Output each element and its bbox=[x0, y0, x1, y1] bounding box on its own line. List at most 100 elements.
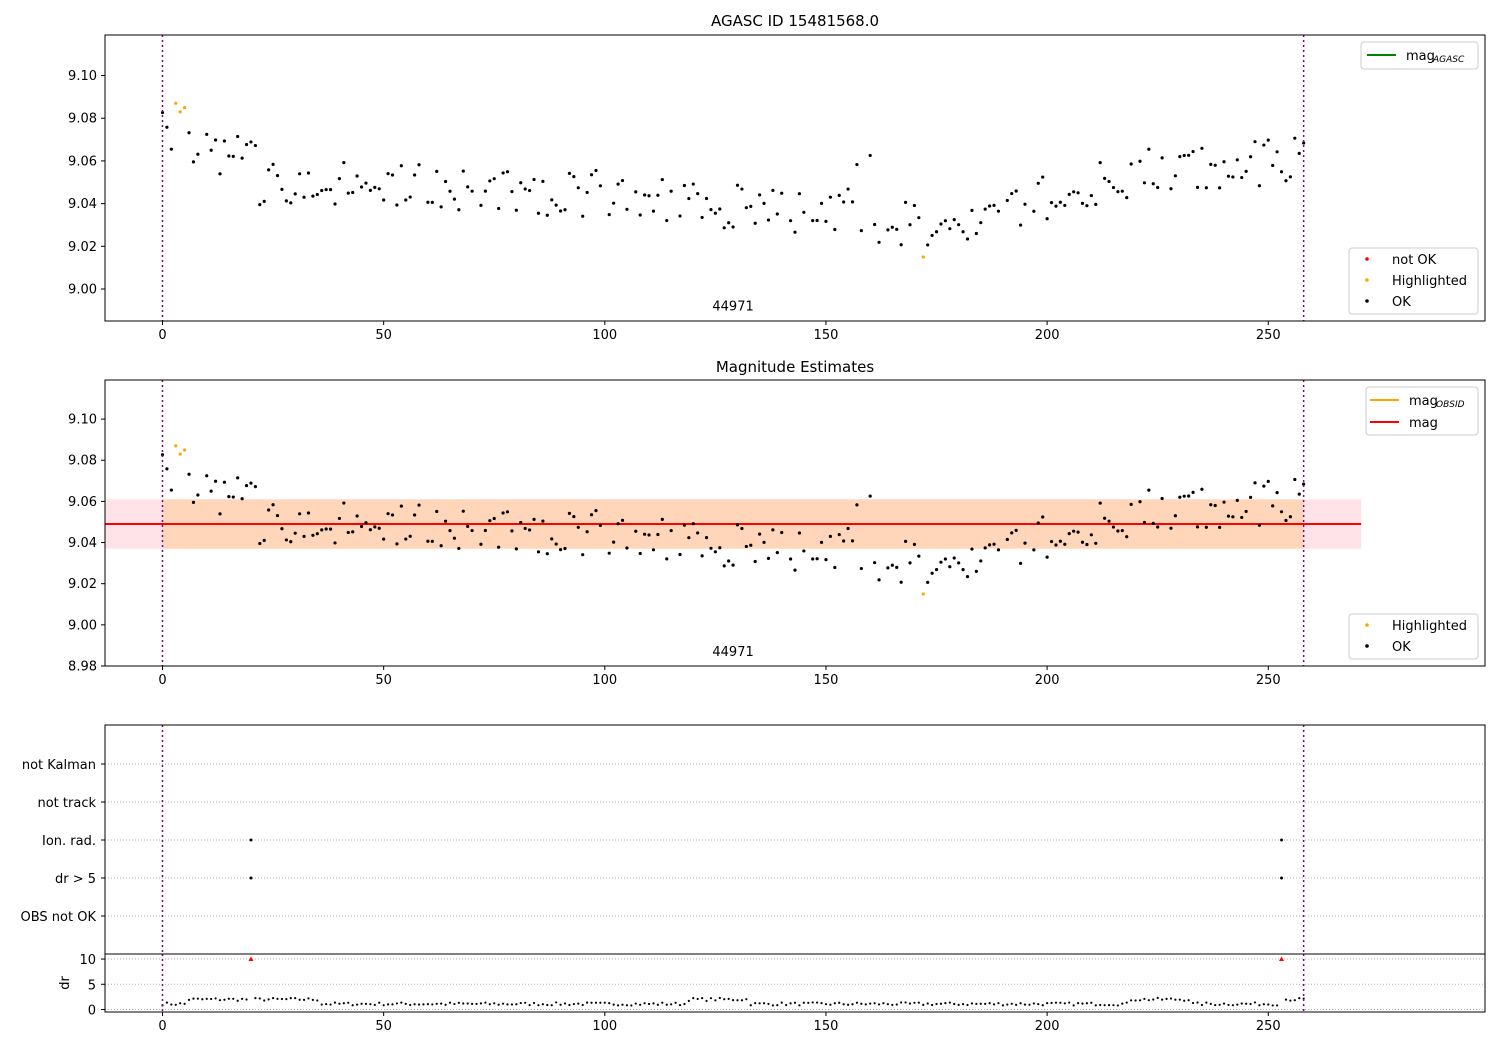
panel-1-legend-bottom bbox=[1348, 247, 1479, 315]
chart-3-xtick-label: 150 bbox=[814, 1019, 839, 1034]
panel-1-ok-point bbox=[222, 139, 227, 143]
panel-1-ok-point bbox=[404, 198, 408, 202]
panel-2-ok-point bbox=[227, 495, 231, 499]
panel-4-outlier-marker bbox=[1279, 956, 1285, 962]
panel-1-ok-point bbox=[315, 192, 319, 197]
panel-1-ok-point bbox=[346, 191, 350, 195]
panel-4-dr-point bbox=[966, 1003, 969, 1007]
panel-4-dr-point bbox=[1271, 1004, 1274, 1007]
panel-4-dr-point bbox=[1130, 999, 1133, 1002]
panel-4-dr-point bbox=[1187, 999, 1190, 1002]
panel-1-legend-mag-sub: AGASC bbox=[1432, 55, 1465, 65]
panel-4-dr-point bbox=[1010, 1002, 1013, 1005]
panel-2-ok-point bbox=[554, 542, 558, 546]
panel-2-ok-point bbox=[523, 526, 527, 531]
panel-2-ok-point bbox=[1142, 520, 1147, 525]
panel-1-ok-point bbox=[895, 227, 899, 231]
panel-4-dr-point bbox=[1267, 1003, 1270, 1006]
panel-2: Magnitude Estimates 8.98 9.00 9.02 9.04 9.06 9… bbox=[68, 358, 1479, 675]
panel-1-ok-point bbox=[638, 213, 642, 217]
panel-1-ok-point bbox=[550, 198, 554, 202]
panel-1-annotation: 44971 bbox=[712, 299, 753, 314]
panel-4-dr-point bbox=[404, 1002, 407, 1005]
panel-1-ok-point bbox=[1173, 174, 1177, 178]
panel-2-ok-point bbox=[1275, 491, 1279, 495]
panel-4-dr-point bbox=[1116, 1004, 1119, 1007]
panel-4-dr-point bbox=[276, 997, 279, 1000]
panel-2-highlighted-point bbox=[174, 444, 178, 448]
panel-4-dr-point bbox=[192, 997, 195, 1000]
panel-1-ok-point bbox=[479, 203, 483, 207]
panel-2-ok-point bbox=[793, 568, 797, 572]
panel-2-ok-point bbox=[1182, 494, 1186, 498]
chart-3-xtick-label: 250 bbox=[1256, 1019, 1281, 1034]
panel-4-dr-point bbox=[1001, 1004, 1004, 1007]
panel-1-ok-point bbox=[943, 219, 947, 223]
panel-4-dr-point bbox=[1253, 1001, 1257, 1004]
panel-1-ok-point bbox=[382, 198, 386, 202]
panel-1-ok-point bbox=[377, 187, 381, 191]
panel-2-ok-point bbox=[528, 528, 532, 532]
panel-1-ok-point bbox=[1142, 181, 1147, 185]
panel-4-dr-point bbox=[1103, 1004, 1106, 1007]
panel-2-ok-point bbox=[718, 546, 722, 550]
panel-4-dr-point bbox=[931, 1003, 934, 1007]
chart-1-xtick-label: 150 bbox=[814, 673, 839, 688]
panel-4-dr-point bbox=[1200, 1003, 1204, 1007]
panel-4-dr-point bbox=[426, 1003, 429, 1006]
panel-2-ok-point bbox=[1120, 528, 1124, 533]
panel-4-dr-point bbox=[294, 997, 297, 1000]
panel-1-ok-point bbox=[722, 226, 726, 230]
panel-2-ok-point bbox=[965, 575, 970, 579]
panel-2-legend-marker bbox=[1365, 623, 1369, 627]
panel-4-dr-point bbox=[988, 1002, 991, 1005]
panel-1-ok-point bbox=[368, 188, 372, 192]
panel-1-ok-point bbox=[567, 171, 572, 175]
panel-1-ok-point bbox=[443, 179, 448, 184]
panel-1-ok-point bbox=[788, 219, 793, 223]
panel-4-dr-point bbox=[1041, 1004, 1044, 1007]
panel-2-ok-point bbox=[1098, 501, 1102, 505]
panel-1-ok-point bbox=[298, 172, 302, 176]
panel-2-ok-point bbox=[333, 541, 337, 545]
panel-2-ok-point bbox=[1288, 515, 1292, 519]
panel-2-annotation: 44971 bbox=[712, 645, 753, 660]
panel-2-legend-bottom bbox=[1348, 613, 1479, 660]
panel-4-dr-point bbox=[1037, 1003, 1040, 1006]
panel-1-ok-point bbox=[700, 215, 704, 220]
panel-4-dr-point bbox=[400, 1001, 403, 1004]
panel-1-ok-point bbox=[1288, 175, 1292, 179]
panel-2-ok-point bbox=[262, 538, 266, 542]
panel-1-ok-point bbox=[687, 196, 691, 201]
panel-4-dr-point bbox=[541, 1003, 544, 1006]
panel-2-ok-point bbox=[846, 526, 850, 531]
panel-4-dr-point bbox=[696, 997, 699, 1001]
panel-1-ok-point bbox=[762, 201, 766, 205]
panel-1-highlighted-point bbox=[183, 105, 187, 110]
panel-3-flag-point bbox=[1280, 876, 1284, 880]
panel-2-ok-point bbox=[1266, 479, 1270, 483]
panel-4-dr-point bbox=[1249, 1002, 1252, 1006]
panel-2-ok-point bbox=[620, 518, 625, 522]
panel-2-ok-point bbox=[961, 568, 965, 572]
panel-4-dr-point bbox=[373, 1003, 376, 1006]
panel-2-ok-point bbox=[1187, 494, 1191, 498]
panel-4-dr-point bbox=[687, 999, 690, 1002]
panel-4-dr-point bbox=[829, 1003, 832, 1006]
panel-2-ytick-label: 9.10 bbox=[68, 413, 97, 428]
panel-2-ok-point bbox=[952, 556, 956, 560]
panel-1-ok-point bbox=[797, 192, 802, 196]
panel-4-dr-point bbox=[984, 1002, 987, 1006]
panel-1-ok-point bbox=[1266, 138, 1270, 142]
panel-4-dr-point bbox=[170, 1003, 173, 1006]
panel-2-ok-point bbox=[351, 530, 355, 534]
panel-4-dr-point bbox=[497, 1003, 500, 1006]
panel-1-ok-point bbox=[1147, 147, 1151, 151]
panel-4-dr-point bbox=[329, 1003, 332, 1006]
panel-4-dr-point bbox=[1227, 1003, 1230, 1007]
panel-4-dr-point bbox=[656, 1003, 659, 1006]
panel-1-ok-point bbox=[399, 164, 403, 168]
panel-1-ok-point bbox=[793, 230, 797, 234]
panel-1-ok-point bbox=[735, 183, 740, 187]
panel-4-dr-point bbox=[727, 997, 730, 1000]
